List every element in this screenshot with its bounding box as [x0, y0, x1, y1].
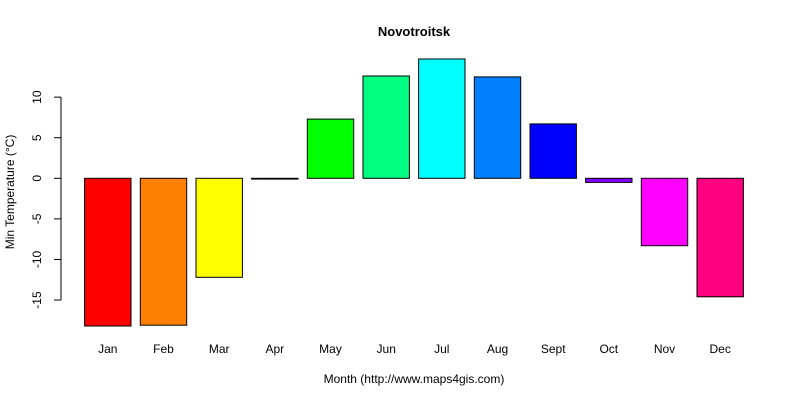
y-tick-label: 10	[30, 90, 44, 104]
bar-jul	[418, 58, 466, 179]
bar-oct	[585, 177, 633, 183]
bar-jan	[84, 177, 132, 327]
y-tick-label: -5	[30, 213, 44, 224]
x-tick-label-sept: Sept	[541, 342, 566, 356]
y-tick-label: 5	[30, 134, 44, 141]
y-axis: -15 -10 -5 0 5 10	[30, 90, 62, 309]
x-tick-label-apr: Apr	[265, 342, 284, 356]
bar-dec	[696, 177, 744, 298]
y-tick-label: -15	[30, 291, 44, 309]
x-tick-label-oct: Oct	[599, 342, 618, 356]
bar-may	[306, 118, 355, 179]
bar-nov	[640, 177, 689, 247]
x-tick-label-feb: Feb	[153, 342, 174, 356]
y-tick-label: 0	[30, 175, 44, 182]
x-tick-label-aug: Aug	[487, 342, 508, 356]
x-tick-label-jul: Jul	[434, 342, 449, 356]
x-axis-label: Month (http://www.maps4gis.com)	[324, 372, 505, 386]
x-tick-label-jun: Jun	[377, 342, 396, 356]
y-axis-label: Min Temperature (°C)	[3, 135, 17, 250]
bar-mar	[195, 177, 243, 278]
bar-aug	[473, 76, 522, 179]
bar-apr	[251, 177, 299, 180]
x-tick-label-nov: Nov	[654, 342, 675, 356]
bars-group	[84, 58, 744, 327]
y-tick-label: -10	[30, 250, 44, 268]
bar-jun	[362, 75, 410, 179]
bar-sept	[529, 123, 577, 179]
x-tick-label-jan: Jan	[98, 342, 117, 356]
x-tick-label-dec: Dec	[710, 342, 731, 356]
x-tick-label-mar: Mar	[209, 342, 230, 356]
chart-title: Novotroitsk	[378, 24, 451, 39]
x-tick-label-may: May	[319, 342, 342, 356]
bar-feb	[139, 177, 188, 326]
x-tick-labels: Jan Feb Mar Apr May Jun Jul Aug Sept Oct Nov Dec	[98, 342, 731, 356]
